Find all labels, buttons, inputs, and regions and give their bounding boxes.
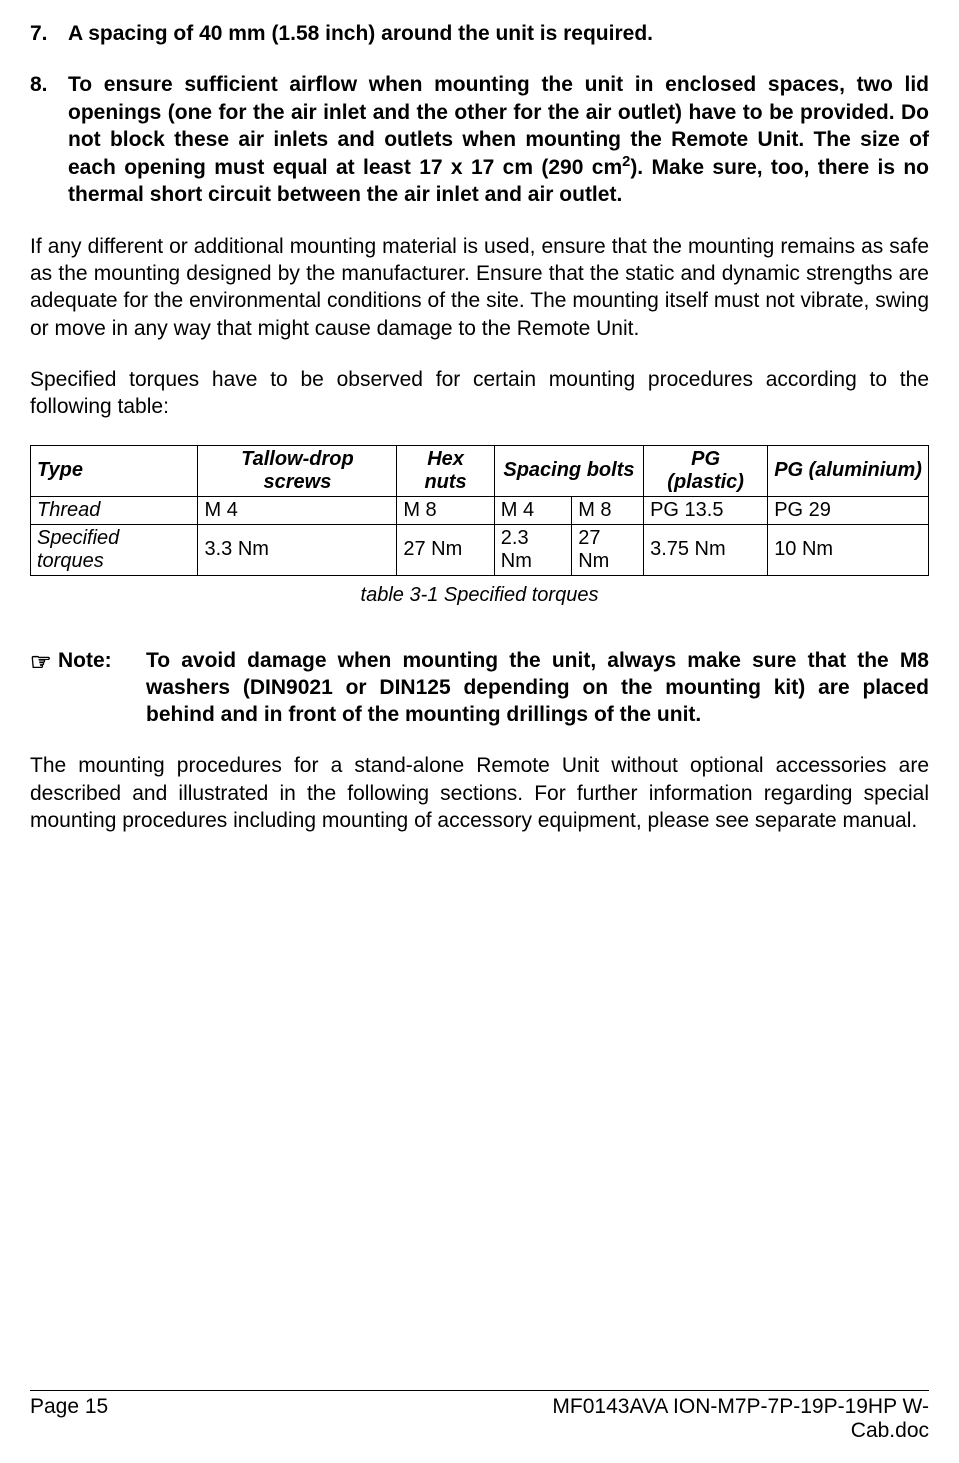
footer-doc-name: MF0143AVA ION-M7P-7P-19P-19HP W- Cab.doc bbox=[552, 1395, 929, 1443]
td: M 4 bbox=[494, 496, 571, 524]
td: PG 13.5 bbox=[644, 496, 768, 524]
table-row: Thread M 4 M 8 M 4 M 8 PG 13.5 PG 29 bbox=[31, 496, 929, 524]
list-number-8: 8. bbox=[30, 71, 68, 208]
list-text-8: To ensure sufficient airflow when mounti… bbox=[68, 71, 929, 208]
paragraph-mounting-procedures: The mounting procedures for a stand-alon… bbox=[30, 752, 929, 834]
td: 3.3 Nm bbox=[198, 524, 397, 575]
td: PG 29 bbox=[768, 496, 929, 524]
td: M 8 bbox=[397, 496, 494, 524]
td-thread-label: Thread bbox=[31, 496, 198, 524]
td-torques-label: Specified torques bbox=[31, 524, 198, 575]
list-item-8: 8. To ensure sufficient airflow when mou… bbox=[30, 71, 929, 208]
td: M 4 bbox=[198, 496, 397, 524]
paragraph-torques-intro: Specified torques have to be observed fo… bbox=[30, 366, 929, 421]
th-pg-plastic: PG (plastic) bbox=[644, 445, 768, 496]
th-pg-alu: PG (aluminium) bbox=[768, 445, 929, 496]
note-block: ☞ Note: To avoid damage when mounting th… bbox=[30, 647, 929, 729]
td: M 8 bbox=[572, 496, 644, 524]
td: 2.3 Nm bbox=[494, 524, 571, 575]
torques-table: Type Tallow-drop screws Hex nuts Spacing… bbox=[30, 445, 929, 576]
list-number-7: 7. bbox=[30, 20, 68, 47]
th-tallow: Tallow-drop screws bbox=[198, 445, 397, 496]
note-text: To avoid damage when mounting the unit, … bbox=[146, 647, 929, 729]
th-type: Type bbox=[31, 445, 198, 496]
pointing-hand-icon: ☞ bbox=[30, 647, 58, 729]
td: 27 Nm bbox=[572, 524, 644, 575]
table-caption: table 3-1 Specified torques bbox=[30, 584, 929, 607]
th-hex: Hex nuts bbox=[397, 445, 494, 496]
paragraph-mounting-material: If any different or additional mounting … bbox=[30, 233, 929, 342]
list-text-7: A spacing of 40 mm (1.58 inch) around th… bbox=[68, 20, 929, 47]
th-spacing: Spacing bolts bbox=[494, 445, 643, 496]
list-item-7: 7. A spacing of 40 mm (1.58 inch) around… bbox=[30, 20, 929, 47]
note-label: Note: bbox=[58, 647, 146, 729]
page-footer: Page 15 MF0143AVA ION-M7P-7P-19P-19HP W-… bbox=[30, 1390, 929, 1443]
td: 27 Nm bbox=[397, 524, 494, 575]
td: 3.75 Nm bbox=[644, 524, 768, 575]
td: 10 Nm bbox=[768, 524, 929, 575]
footer-page-number: Page 15 bbox=[30, 1395, 108, 1443]
table-row: Specified torques 3.3 Nm 27 Nm 2.3 Nm 27… bbox=[31, 524, 929, 575]
